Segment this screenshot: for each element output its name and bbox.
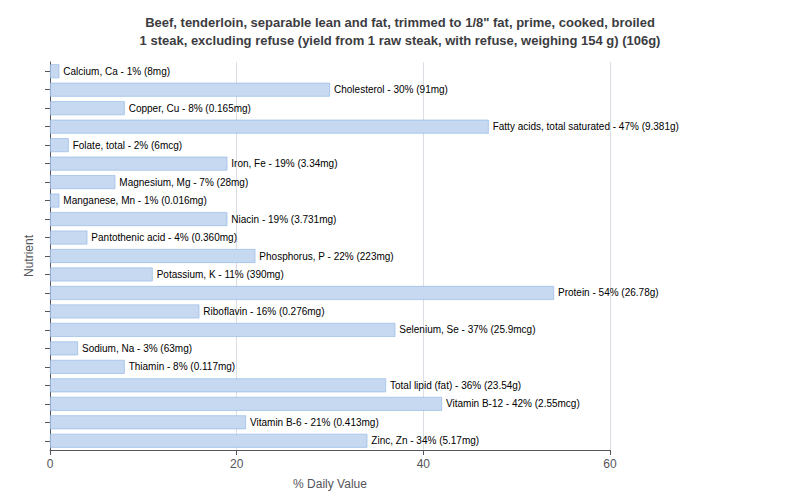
svg-text:Protein - 54% (26.78g): Protein - 54% (26.78g) bbox=[558, 287, 659, 298]
svg-text:Potassium, K - 11% (390mg): Potassium, K - 11% (390mg) bbox=[157, 269, 284, 280]
svg-text:Fatty acids, total saturated -: Fatty acids, total saturated - 47% (9.38… bbox=[493, 121, 679, 132]
svg-text:0: 0 bbox=[47, 457, 54, 471]
svg-text:Cholesterol - 30% (91mg): Cholesterol - 30% (91mg) bbox=[334, 84, 448, 95]
svg-text:Pantothenic acid - 4% (0.360mg: Pantothenic acid - 4% (0.360mg) bbox=[91, 232, 237, 243]
svg-text:Manganese, Mn - 1% (0.016mg): Manganese, Mn - 1% (0.016mg) bbox=[63, 195, 206, 206]
svg-text:60: 60 bbox=[603, 457, 617, 471]
svg-text:Thiamin - 8% (0.117mg): Thiamin - 8% (0.117mg) bbox=[129, 361, 236, 372]
svg-text:Zinc, Zn - 34% (5.17mg): Zinc, Zn - 34% (5.17mg) bbox=[371, 435, 479, 446]
svg-text:Riboflavin - 16% (0.276mg): Riboflavin - 16% (0.276mg) bbox=[203, 306, 324, 317]
svg-text:Vitamin B-12 - 42% (2.55mcg): Vitamin B-12 - 42% (2.55mcg) bbox=[446, 398, 580, 409]
svg-text:Selenium, Se - 37% (25.9mcg): Selenium, Se - 37% (25.9mcg) bbox=[399, 324, 535, 335]
svg-text:Copper, Cu - 8% (0.165mg): Copper, Cu - 8% (0.165mg) bbox=[129, 103, 251, 114]
svg-text:Nutrient: Nutrient bbox=[22, 234, 36, 277]
svg-text:40: 40 bbox=[417, 457, 431, 471]
svg-text:1 steak, excluding refuse (yie: 1 steak, excluding refuse (yield from 1 … bbox=[140, 33, 661, 48]
svg-text:Magnesium, Mg - 7% (28mg): Magnesium, Mg - 7% (28mg) bbox=[119, 177, 248, 188]
svg-text:% Daily Value: % Daily Value bbox=[293, 477, 367, 491]
svg-text:Calcium, Ca - 1% (8mg): Calcium, Ca - 1% (8mg) bbox=[63, 66, 170, 77]
svg-text:Total lipid (fat) - 36% (23.54: Total lipid (fat) - 36% (23.54g) bbox=[390, 380, 521, 391]
svg-text:Folate, total - 2% (6mcg): Folate, total - 2% (6mcg) bbox=[73, 140, 182, 151]
svg-text:Beef, tenderloin, separable le: Beef, tenderloin, separable lean and fat… bbox=[145, 15, 655, 30]
svg-text:20: 20 bbox=[230, 457, 244, 471]
svg-text:Iron, Fe - 19% (3.34mg): Iron, Fe - 19% (3.34mg) bbox=[231, 158, 337, 169]
svg-text:Vitamin B-6 - 21% (0.413mg): Vitamin B-6 - 21% (0.413mg) bbox=[250, 417, 379, 428]
svg-text:Niacin - 19% (3.731mg): Niacin - 19% (3.731mg) bbox=[231, 214, 336, 225]
svg-text:Phosphorus, P - 22% (223mg): Phosphorus, P - 22% (223mg) bbox=[259, 251, 393, 262]
svg-text:Sodium, Na - 3% (63mg): Sodium, Na - 3% (63mg) bbox=[82, 343, 192, 354]
